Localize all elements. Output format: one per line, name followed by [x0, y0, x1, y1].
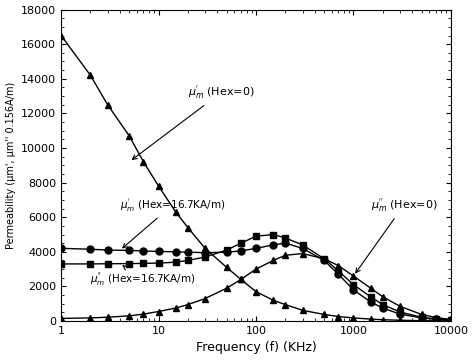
Y-axis label: Permeability (μm', μm'' 0.156A/m): Permeability (μm', μm'' 0.156A/m) — [6, 82, 16, 249]
Text: $\mu_{m}^{''}$ (Hex=0): $\mu_{m}^{''}$ (Hex=0) — [356, 197, 437, 273]
X-axis label: Frequency (f) (KHz): Frequency (f) (KHz) — [196, 341, 317, 355]
Text: $\mu_{m}^{''}$ (Hex=16.7KA/m): $\mu_{m}^{''}$ (Hex=16.7KA/m) — [91, 266, 196, 288]
Text: $\mu_{m}^{'}$ (Hex=16.7KA/m): $\mu_{m}^{'}$ (Hex=16.7KA/m) — [120, 197, 225, 248]
Text: $\mu_{m}^{'}$ (Hex=0): $\mu_{m}^{'}$ (Hex=0) — [132, 84, 255, 159]
